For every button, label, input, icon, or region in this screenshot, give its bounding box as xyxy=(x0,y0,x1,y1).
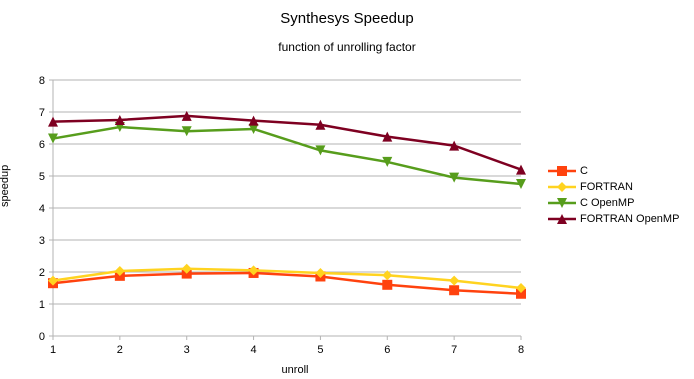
y-tick-label: 5 xyxy=(39,171,45,183)
data-point xyxy=(114,266,125,277)
y-tick-label: 6 xyxy=(39,139,45,151)
legend-swatch xyxy=(548,214,576,224)
series-line xyxy=(52,114,522,171)
series-line xyxy=(52,267,522,290)
x-tick-label: 4 xyxy=(251,344,257,356)
x-tick-label: 6 xyxy=(384,344,390,356)
series-c-openmp xyxy=(48,122,526,189)
data-point xyxy=(382,270,393,281)
legend-item: FORTRAN OpenMP xyxy=(548,211,679,227)
y-axis-label: speedup xyxy=(0,164,11,207)
legend-marker xyxy=(557,166,567,176)
data-point xyxy=(181,110,192,121)
data-point xyxy=(114,115,125,125)
x-tick-label: 3 xyxy=(184,344,190,356)
x-tick-label: 7 xyxy=(451,344,457,356)
data-point xyxy=(248,265,259,276)
y-tick-label: 4 xyxy=(39,203,45,215)
data-point xyxy=(449,285,460,296)
x-tick-label: 8 xyxy=(518,344,524,356)
data-point xyxy=(516,164,526,175)
legend-label: FORTRAN OpenMP xyxy=(580,213,680,225)
data-point xyxy=(516,288,526,299)
x-tick-label: 5 xyxy=(317,344,323,356)
data-point xyxy=(516,179,526,189)
x-tick-label: 1 xyxy=(50,344,56,356)
legend-label: C xyxy=(580,165,588,177)
grid xyxy=(53,79,521,337)
legend-swatch xyxy=(548,198,576,208)
y-tick-label: 0 xyxy=(39,331,45,343)
series-line xyxy=(52,271,522,296)
data-point xyxy=(48,275,58,286)
x-tick-label: 2 xyxy=(117,344,123,356)
legend-item: FORTRAN xyxy=(548,179,679,195)
chart-subtitle: function of unrolling factor xyxy=(278,40,416,54)
data-point xyxy=(315,145,326,156)
data-point xyxy=(382,156,393,167)
y-tick-label: 3 xyxy=(39,235,45,247)
legend: C FORTRAN C OpenMP FORTRAN OpenMP xyxy=(548,163,679,227)
data-point xyxy=(181,263,192,274)
y-tick-label: 2 xyxy=(39,267,45,279)
data-point xyxy=(516,283,526,293)
data-point xyxy=(449,275,460,286)
data-point xyxy=(48,116,58,127)
data-point xyxy=(48,133,58,144)
legend-swatch xyxy=(548,166,576,176)
data-point xyxy=(248,123,259,134)
legend-item: C OpenMP xyxy=(548,195,679,211)
data-point xyxy=(449,172,460,183)
data-point xyxy=(248,115,259,126)
y-tick-label: 8 xyxy=(39,75,45,87)
series-fortran-openmp xyxy=(48,110,526,175)
data-point xyxy=(449,140,460,151)
chart-title: Synthesys Speedup xyxy=(280,10,414,27)
data-point xyxy=(382,131,393,142)
data-point xyxy=(315,267,326,278)
data-point xyxy=(181,126,192,137)
series-fortran xyxy=(48,263,526,293)
y-tick-label: 1 xyxy=(39,299,45,311)
legend-label: FORTRAN xyxy=(580,181,633,193)
data-point xyxy=(382,279,393,290)
legend-swatch xyxy=(548,182,576,192)
series-line xyxy=(52,125,522,186)
data-point xyxy=(315,119,326,130)
legend-item: C xyxy=(548,163,679,179)
series xyxy=(48,110,526,299)
x-axis-label: unroll xyxy=(281,364,309,376)
legend-marker xyxy=(557,198,567,208)
legend-marker xyxy=(557,182,567,192)
y-tick-label: 7 xyxy=(39,107,45,119)
legend-marker xyxy=(557,214,567,224)
legend-label: C OpenMP xyxy=(580,197,635,209)
